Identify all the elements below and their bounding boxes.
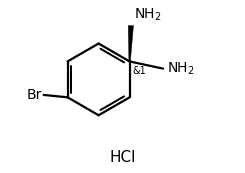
- Polygon shape: [128, 26, 134, 61]
- Text: &1: &1: [133, 66, 146, 76]
- Text: NH$_2$: NH$_2$: [135, 7, 162, 23]
- Text: HCl: HCl: [109, 150, 136, 165]
- Text: NH$_2$: NH$_2$: [167, 60, 194, 77]
- Text: Br: Br: [27, 88, 42, 102]
